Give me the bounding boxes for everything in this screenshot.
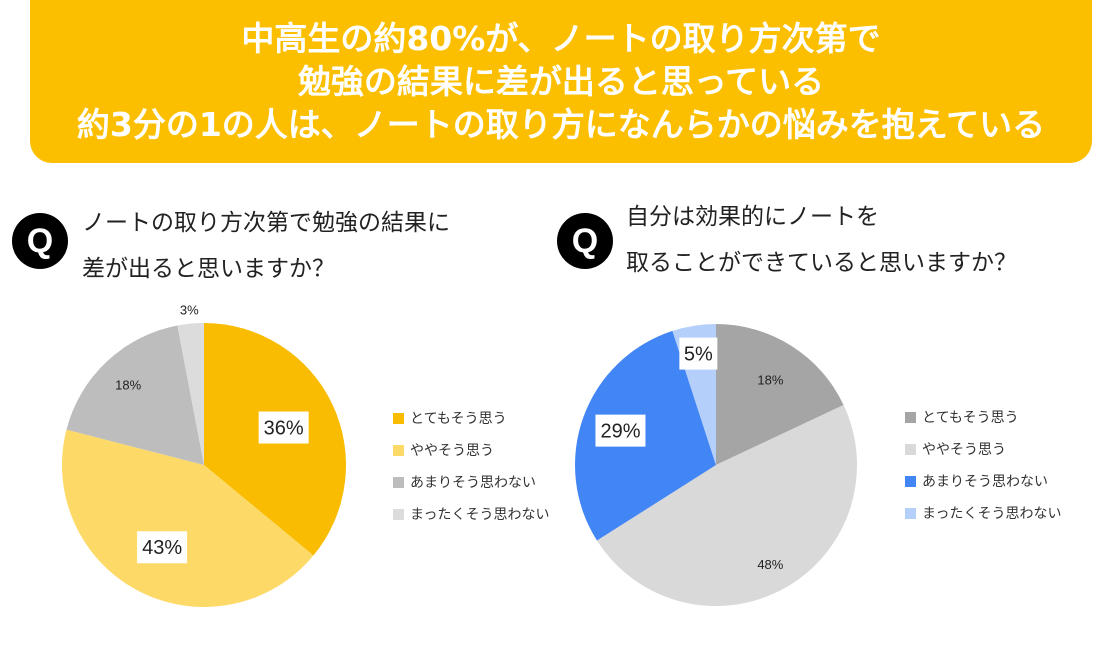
q-icon: Q xyxy=(12,213,68,269)
legend-item: ややそう思う xyxy=(905,433,1061,465)
legend-swatch xyxy=(393,444,404,456)
legend-swatch xyxy=(393,476,404,488)
data-label: 3% xyxy=(180,302,199,317)
question-line: 取ることができていると思いますか？ xyxy=(626,250,1017,276)
legend-2: とてもそう思う ややそう思うあまりそう思わない まったくそう思わない xyxy=(905,401,1061,529)
legend-item: とてもそう思う xyxy=(905,401,1061,433)
pie-slice xyxy=(66,325,205,465)
data-label: 48% xyxy=(757,557,783,572)
headline-line: 中高生の約80%が、ノートの取り方次第で xyxy=(241,19,881,58)
data-label-box xyxy=(137,531,188,564)
headline-banner: 中高生の約80%が、ノートの取り方次第で 勉強の結果に差が出ると思っている 約3… xyxy=(30,0,1092,163)
data-label: 5% xyxy=(684,344,713,366)
data-label-box xyxy=(258,411,309,444)
legend-swatch xyxy=(905,507,916,519)
data-label: 36% xyxy=(264,418,304,440)
legend-label: あまりそう思わない xyxy=(922,474,1048,490)
q-icon: Q xyxy=(557,213,613,269)
data-label-box xyxy=(679,337,718,370)
legend-item: まったくそう思わない xyxy=(393,498,549,530)
legend-label: まったくそう思わない xyxy=(410,507,550,523)
legend-item: まったくそう思わない xyxy=(905,497,1061,529)
legend-swatch xyxy=(393,508,404,520)
data-label-box xyxy=(595,414,646,447)
question-1: ノートの取り方次第で勉強の結果に 差が出ると思いますか？ xyxy=(82,200,450,292)
legend-item: あまりそう思わない xyxy=(393,466,549,498)
legend-item: とてもそう思う xyxy=(393,402,549,434)
headline-line: 約3分の1の人は、ノートの取り方になんらかの悩みを抱えている xyxy=(76,105,1046,144)
pie-slice xyxy=(177,323,204,465)
pie-slice xyxy=(575,330,716,541)
question-line: 差が出ると思いますか？ xyxy=(82,256,335,282)
pie-slice xyxy=(716,324,844,465)
data-label: 43% xyxy=(142,537,182,559)
headline-line: 勉強の結果に差が出ると思っている xyxy=(297,62,825,101)
pie-slice xyxy=(61,429,314,607)
question-line: 自分は効果的にノートを xyxy=(626,204,879,230)
legend-label: あまりそう思わない xyxy=(410,475,536,491)
legend-swatch xyxy=(905,411,916,423)
legend-label: とてもそう思う xyxy=(410,411,507,427)
legend-swatch xyxy=(393,412,404,424)
legend-label: まったくそう思わない xyxy=(922,506,1062,522)
question-2: 自分は効果的にノートを 取ることができていると思いますか？ xyxy=(626,194,1017,286)
legend-swatch xyxy=(905,475,916,487)
question-line: ノートの取り方次第で勉強の結果に xyxy=(82,210,450,236)
legend-swatch xyxy=(905,443,916,455)
legend-1: とてもそう思う ややそう思うあまりそう思わない まったくそう思わない xyxy=(393,402,549,530)
legend-label: とてもそう思う xyxy=(922,410,1019,426)
data-label: 18% xyxy=(115,377,141,392)
data-label: 29% xyxy=(600,421,640,443)
legend-label: ややそう思う xyxy=(410,443,494,459)
legend-label: ややそう思う xyxy=(922,442,1006,458)
legend-item: ややそう思う xyxy=(393,434,549,466)
data-label: 18% xyxy=(757,372,783,387)
legend-item: あまりそう思わない xyxy=(905,465,1061,497)
pie-slice xyxy=(596,404,857,607)
